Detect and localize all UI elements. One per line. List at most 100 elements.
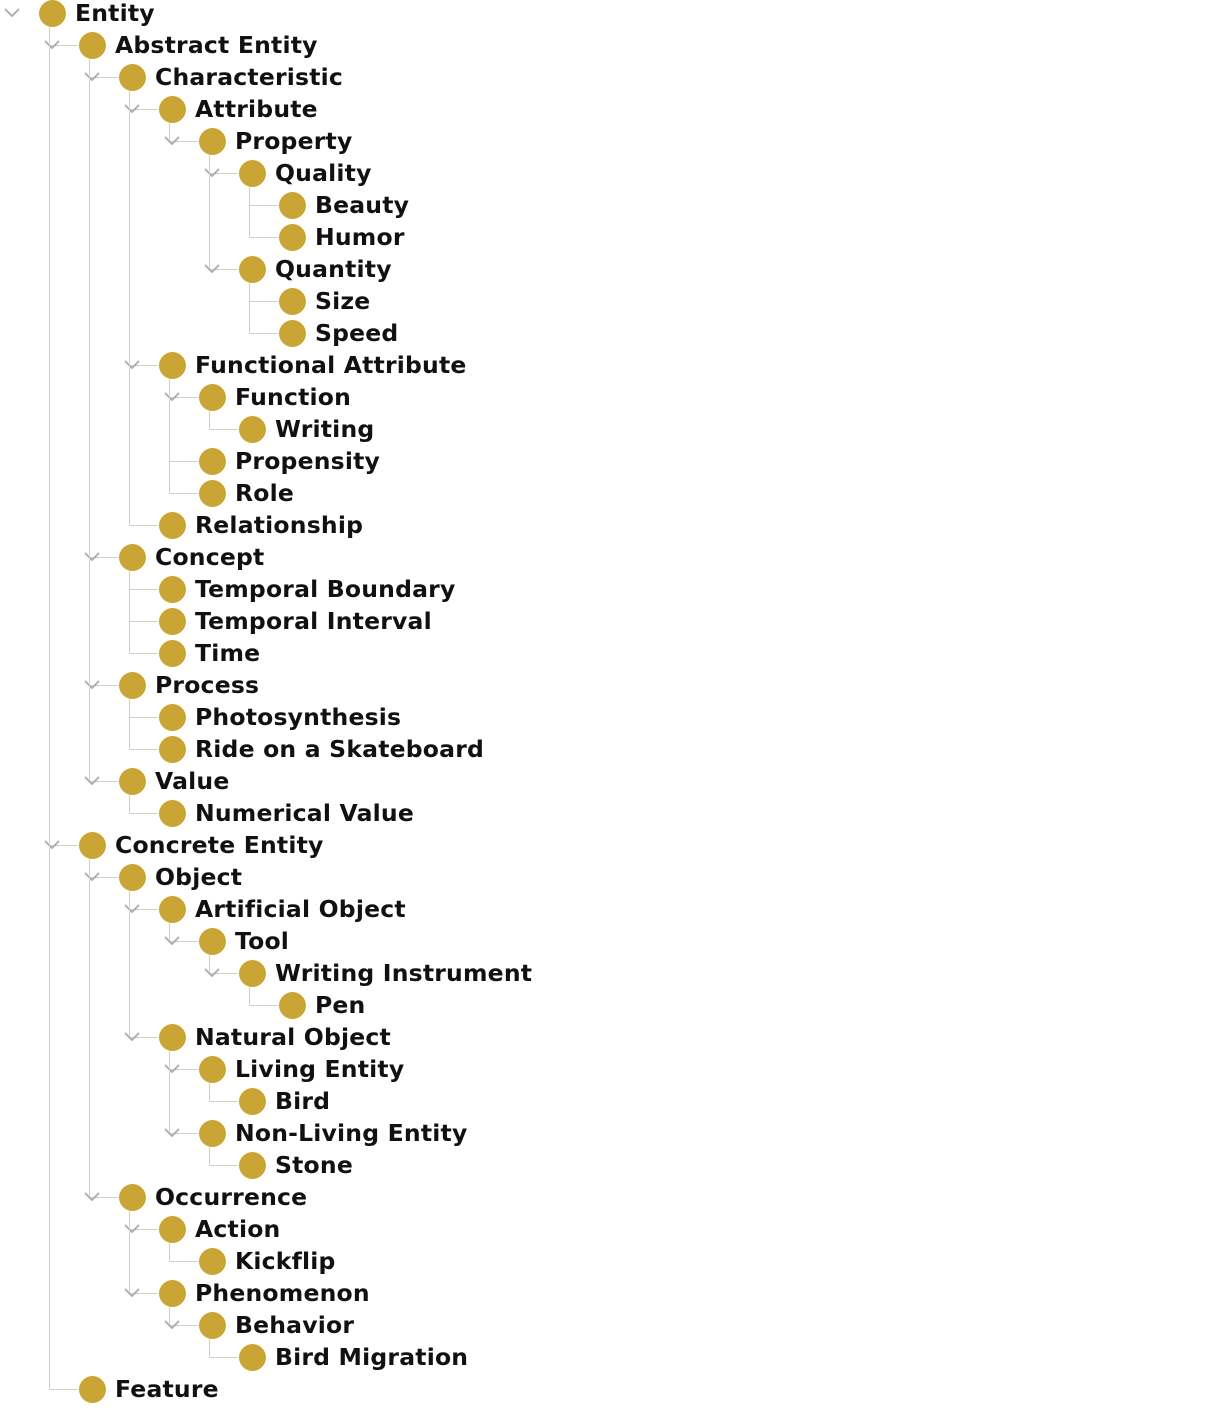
class-circle-icon [239, 1343, 266, 1371]
class-circle-icon [119, 767, 146, 795]
tree-node-property[interactable]: Property [199, 125, 352, 157]
chevron-down-icon[interactable] [123, 1222, 141, 1236]
tree-node-tool[interactable]: Tool [199, 925, 289, 957]
chevron-down-icon[interactable] [203, 262, 221, 276]
tree-node-label: Quality [275, 159, 372, 187]
tree-node-writing[interactable]: Writing [239, 413, 374, 445]
tree-node-label: Humor [315, 223, 405, 251]
tree-node-bird[interactable]: Bird [239, 1085, 330, 1117]
tree-node-natural-object[interactable]: Natural Object [159, 1021, 391, 1053]
chevron-down-icon[interactable] [123, 102, 141, 116]
class-circle-icon [159, 799, 186, 827]
tree-connector-horizontal [249, 301, 278, 302]
tree-node-beauty[interactable]: Beauty [279, 189, 409, 221]
chevron-down-icon[interactable] [43, 838, 61, 852]
tree-connector-vertical [209, 155, 210, 269]
tree-node-entity[interactable]: Entity [39, 0, 155, 29]
chevron-down-icon[interactable] [123, 358, 141, 372]
tree-node-label: Temporal Boundary [195, 575, 456, 603]
chevron-down-icon[interactable] [83, 678, 101, 692]
chevron-down-icon[interactable] [83, 70, 101, 84]
tree-node-characteristic[interactable]: Characteristic [119, 61, 343, 93]
tree-node-function[interactable]: Function [199, 381, 351, 413]
tree-node-humor[interactable]: Humor [279, 221, 405, 253]
tree-connector-horizontal [129, 1293, 158, 1294]
chevron-down-icon[interactable] [203, 966, 221, 980]
tree-node-concrete-entity[interactable]: Concrete Entity [79, 829, 324, 861]
chevron-down-icon[interactable] [83, 870, 101, 884]
tree-node-functional-attribute[interactable]: Functional Attribute [159, 349, 467, 381]
tree-node-bird-migration[interactable]: Bird Migration [239, 1341, 468, 1373]
tree-node-pen[interactable]: Pen [279, 989, 366, 1021]
tree-node-label: Behavior [235, 1311, 355, 1339]
tree-connector-horizontal [129, 1229, 158, 1230]
tree-node-writing-instrument[interactable]: Writing Instrument [239, 957, 532, 989]
tree-node-role[interactable]: Role [199, 477, 294, 509]
chevron-down-icon[interactable] [83, 1190, 101, 1204]
tree-node-feature[interactable]: Feature [79, 1373, 219, 1405]
tree-node-propensity[interactable]: Propensity [199, 445, 380, 477]
tree-node-kickflip[interactable]: Kickflip [199, 1245, 336, 1277]
tree-node-temporal-interval[interactable]: Temporal Interval [159, 605, 432, 637]
tree-connector-horizontal [169, 1261, 198, 1262]
tree-node-temporal-boundary[interactable]: Temporal Boundary [159, 573, 456, 605]
tree-connector-horizontal [169, 397, 198, 398]
tree-node-stone[interactable]: Stone [239, 1149, 353, 1181]
chevron-down-icon[interactable] [3, 6, 21, 20]
class-circle-icon [159, 639, 186, 667]
tree-node-size[interactable]: Size [279, 285, 370, 317]
tree-node-action[interactable]: Action [159, 1213, 280, 1245]
tree-connector-vertical [249, 987, 250, 1005]
tree-node-label: Role [235, 479, 295, 507]
tree-node-object[interactable]: Object [119, 861, 242, 893]
tree-node-label: Bird [275, 1087, 331, 1115]
tree-node-abstract-entity[interactable]: Abstract Entity [79, 29, 318, 61]
tree-connector-horizontal [209, 429, 238, 430]
tree-node-relationship[interactable]: Relationship [159, 509, 363, 541]
tree-node-numerical-value[interactable]: Numerical Value [159, 797, 414, 829]
chevron-down-icon[interactable] [83, 550, 101, 564]
tree-node-attribute[interactable]: Attribute [159, 93, 318, 125]
tree-node-speed[interactable]: Speed [279, 317, 398, 349]
chevron-down-icon[interactable] [163, 1062, 181, 1076]
tree-connector-horizontal [249, 205, 278, 206]
tree-node-process[interactable]: Process [119, 669, 259, 701]
chevron-down-icon[interactable] [43, 38, 61, 52]
class-circle-icon [239, 1151, 266, 1179]
chevron-down-icon[interactable] [163, 934, 181, 948]
tree-node-artificial-object[interactable]: Artificial Object [159, 893, 406, 925]
chevron-down-icon[interactable] [163, 1318, 181, 1332]
tree-node-quality[interactable]: Quality [239, 157, 372, 189]
tree-connector-vertical [169, 379, 170, 493]
tree-node-label: Photosynthesis [195, 703, 402, 731]
tree-connector-vertical [209, 1147, 210, 1165]
chevron-down-icon[interactable] [123, 902, 141, 916]
tree-node-value[interactable]: Value [119, 765, 229, 797]
tree-connector-horizontal [49, 45, 78, 46]
tree-node-label: Function [235, 383, 352, 411]
tree-connector-horizontal [249, 1005, 278, 1006]
tree-node-photosynthesis[interactable]: Photosynthesis [159, 701, 401, 733]
tree-node-behavior[interactable]: Behavior [199, 1309, 354, 1341]
chevron-down-icon[interactable] [83, 774, 101, 788]
tree-node-non-living-entity[interactable]: Non-Living Entity [199, 1117, 467, 1149]
tree-connector-horizontal [89, 1197, 118, 1198]
tree-node-phenomenon[interactable]: Phenomenon [159, 1277, 370, 1309]
tree-node-concept[interactable]: Concept [119, 541, 264, 573]
tree-connector-vertical [89, 59, 90, 781]
tree-node-ride-on-a-skateboard[interactable]: Ride on a Skateboard [159, 733, 484, 765]
chevron-down-icon[interactable] [123, 1030, 141, 1044]
chevron-down-icon[interactable] [123, 1286, 141, 1300]
tree-node-time[interactable]: Time [159, 637, 260, 669]
tree-node-label: Action [195, 1215, 281, 1243]
chevron-down-icon[interactable] [163, 1126, 181, 1140]
chevron-down-icon[interactable] [163, 134, 181, 148]
chevron-down-icon[interactable] [203, 166, 221, 180]
tree-node-living-entity[interactable]: Living Entity [199, 1053, 404, 1085]
tree-node-label: Process [155, 671, 260, 699]
chevron-down-icon[interactable] [163, 390, 181, 404]
tree-connector-horizontal [129, 1037, 158, 1038]
tree-node-label: Living Entity [235, 1055, 405, 1083]
tree-node-occurrence[interactable]: Occurrence [119, 1181, 307, 1213]
tree-node-quantity[interactable]: Quantity [239, 253, 392, 285]
